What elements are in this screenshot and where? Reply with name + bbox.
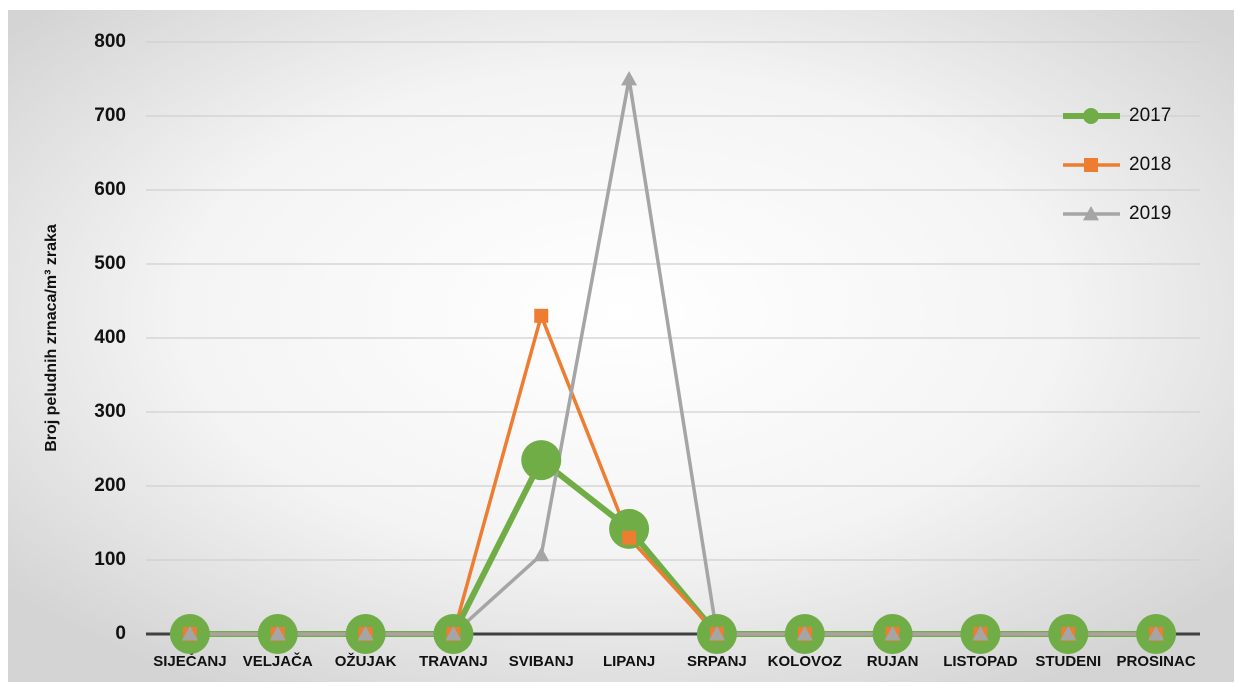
legend-marker <box>1084 158 1098 172</box>
marker <box>181 626 198 641</box>
x-tick-label: PROSINAC <box>1116 653 1195 670</box>
x-tick-label: SVIBANJ <box>509 653 574 670</box>
background <box>8 10 1234 682</box>
y-axis-label: Broj peludnih zrnaca/m³ zraka <box>43 224 60 452</box>
x-tick-label: KOLOVOZ <box>768 653 842 670</box>
x-tick-label: STUDENI <box>1035 653 1101 670</box>
marker <box>445 626 462 641</box>
legend-marker <box>1083 206 1099 221</box>
y-tick-label: 700 <box>94 105 126 126</box>
x-tick-label: SIJEČANJ <box>153 652 226 670</box>
y-tick-label: 200 <box>94 475 126 496</box>
marker <box>269 626 286 641</box>
y-tick-label: 600 <box>94 179 126 200</box>
x-tick-label: VELJAČA <box>243 652 313 670</box>
legend-label: 2019 <box>1129 203 1171 224</box>
y-tick-label: 500 <box>94 253 126 274</box>
marker <box>533 546 550 562</box>
marker <box>972 626 989 641</box>
legend-marker <box>1083 108 1099 124</box>
marker <box>884 626 901 641</box>
marker <box>357 626 374 641</box>
y-tick-label: 400 <box>94 327 126 348</box>
legend-label: 2018 <box>1129 154 1171 175</box>
y-tick-label: 800 <box>94 31 126 52</box>
x-tick-label: TRAVANJ <box>419 653 488 670</box>
marker <box>1060 626 1077 641</box>
legend-label: 2017 <box>1129 105 1171 126</box>
marker <box>621 71 638 86</box>
y-tick-label: 300 <box>94 401 126 422</box>
y-tick-label: 0 <box>115 623 126 644</box>
x-tick-label: LIPANJ <box>603 653 655 670</box>
marker <box>534 308 549 323</box>
x-tick-label: RUJAN <box>867 653 919 670</box>
marker <box>622 530 637 545</box>
marker <box>609 508 650 549</box>
y-tick-label: 100 <box>94 549 126 570</box>
x-tick-label: OŽUJAK <box>335 652 397 670</box>
x-tick-label: LISTOPAD <box>943 653 1018 670</box>
marker <box>1148 626 1165 641</box>
marker <box>521 440 562 481</box>
x-tick-label: SRPANJ <box>687 653 747 670</box>
marker <box>796 626 813 641</box>
marker <box>708 626 725 641</box>
